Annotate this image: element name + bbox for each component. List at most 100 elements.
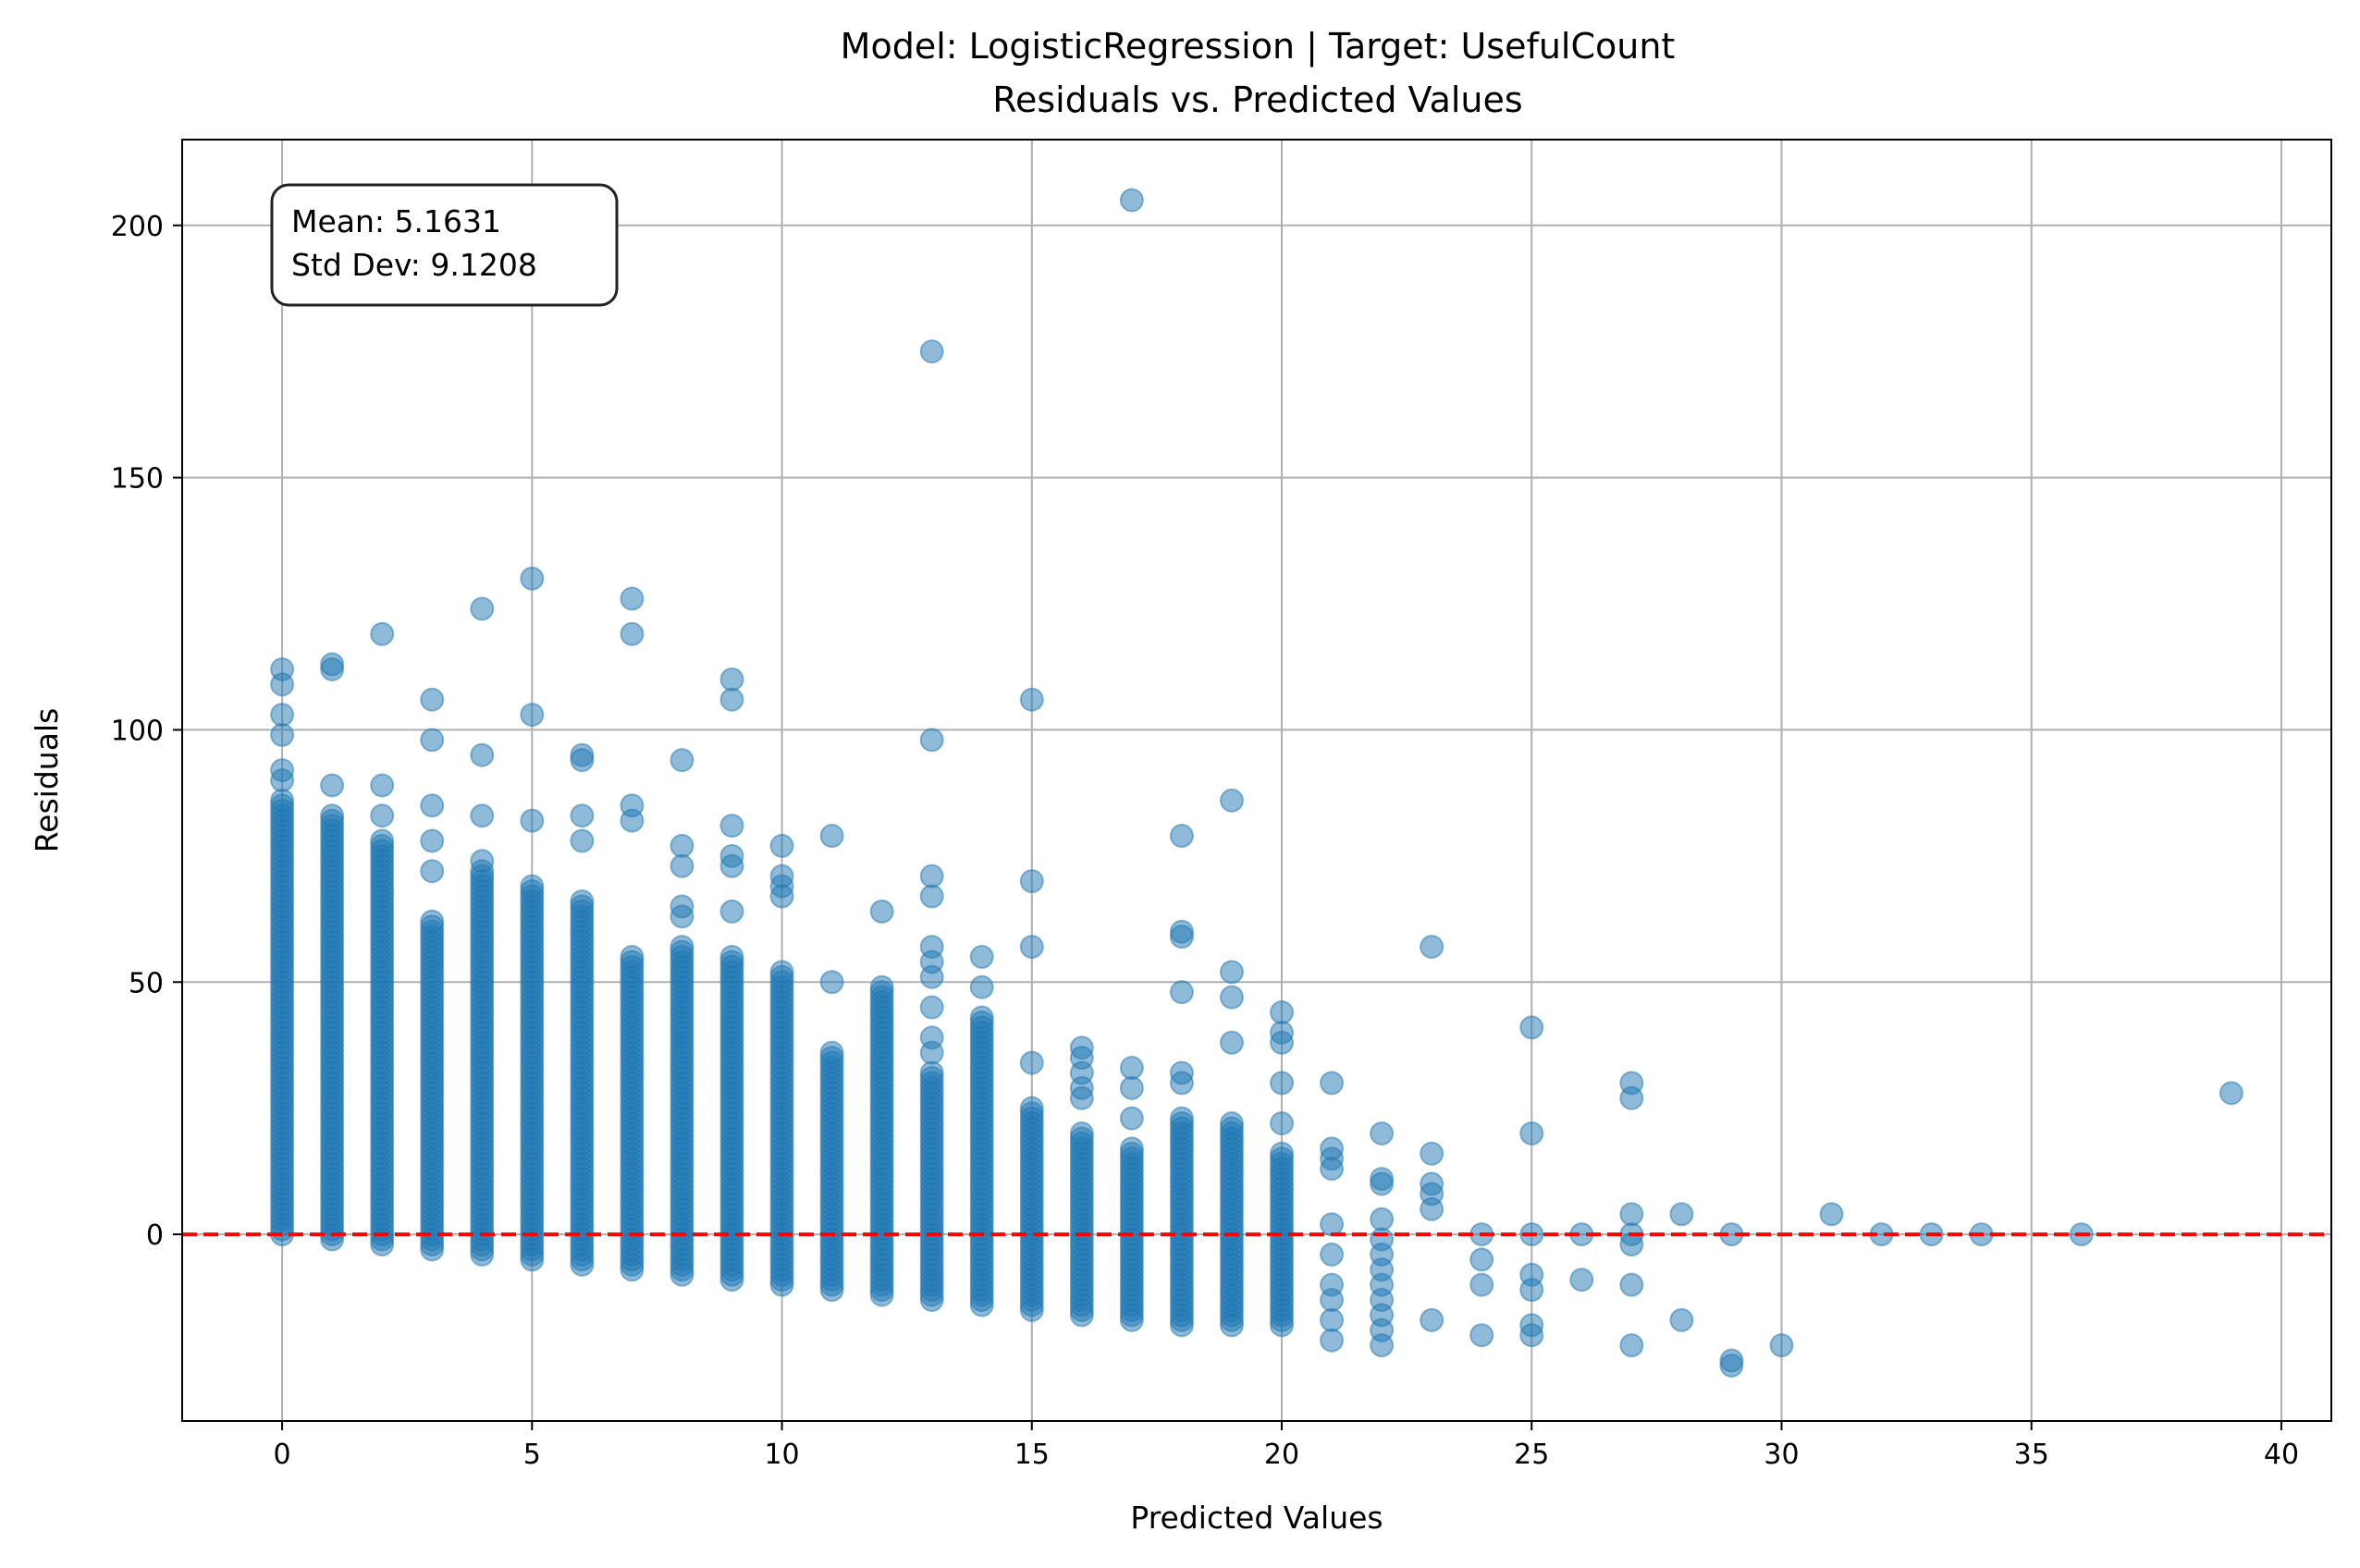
data-point — [620, 621, 645, 646]
chart-subtitle: Residuals vs. Predicted Values — [992, 80, 1522, 120]
data-point — [1169, 1106, 1194, 1131]
data-point — [1270, 1030, 1295, 1055]
data-point — [769, 960, 794, 985]
data-point — [769, 833, 794, 858]
data-point — [1270, 1141, 1295, 1166]
y-axis-label: Residuals — [29, 708, 65, 853]
data-point — [1169, 925, 1194, 949]
data-point — [1619, 1272, 1644, 1297]
chart-title: Model: LogisticRegression | Target: Usef… — [841, 26, 1676, 67]
data-point — [719, 814, 744, 839]
data-point — [520, 808, 545, 833]
data-point — [670, 853, 694, 878]
data-point — [1469, 1323, 1494, 1348]
data-point — [1270, 1071, 1295, 1096]
data-point — [1320, 1242, 1345, 1267]
data-point — [719, 944, 744, 969]
data-point — [1619, 1333, 1644, 1358]
data-point — [1019, 687, 1044, 712]
stats-box: Mean: 5.1631 Std Dev: 9.1208 — [270, 183, 619, 307]
data-point — [1270, 1111, 1295, 1136]
data-point — [570, 748, 595, 773]
x-tick-label: 15 — [1014, 1439, 1050, 1471]
y-tick-label: 150 — [111, 463, 164, 496]
data-point — [1669, 1202, 1694, 1227]
data-point — [470, 849, 495, 874]
data-point — [919, 884, 944, 909]
data-point — [1519, 1323, 1544, 1348]
data-point — [520, 566, 545, 591]
data-point — [420, 793, 445, 818]
data-point — [1519, 1121, 1544, 1145]
data-point — [869, 974, 894, 999]
data-point — [620, 944, 645, 969]
data-point — [1569, 1268, 1594, 1292]
data-point — [520, 874, 545, 899]
x-tick-label: 0 — [274, 1439, 291, 1471]
stats-mean: Mean: 5.1631 — [291, 203, 501, 239]
data-point — [869, 899, 894, 924]
data-point — [670, 833, 694, 858]
data-point — [1619, 1232, 1644, 1257]
data-point — [420, 909, 445, 934]
data-point — [1219, 985, 1244, 1010]
data-point — [470, 742, 495, 767]
x-tick-label: 35 — [2014, 1439, 2049, 1471]
data-point — [670, 904, 694, 929]
y-tick-label: 50 — [129, 967, 164, 999]
data-point — [320, 773, 345, 798]
data-point — [1619, 1202, 1644, 1227]
data-point — [1119, 188, 1144, 213]
data-point — [370, 803, 395, 828]
data-point — [370, 621, 395, 646]
data-point — [1370, 1171, 1395, 1196]
data-point — [919, 964, 944, 989]
data-point — [919, 864, 944, 888]
data-point — [919, 1040, 944, 1065]
data-point — [1119, 1056, 1144, 1081]
data-point — [1719, 1353, 1744, 1378]
data-point — [1469, 1247, 1494, 1272]
data-point — [1370, 1207, 1395, 1231]
data-point — [1019, 1050, 1044, 1075]
data-point — [1370, 1333, 1395, 1358]
data-point — [1320, 1071, 1345, 1096]
data-point — [620, 586, 645, 611]
data-point — [1320, 1212, 1345, 1237]
data-point — [1169, 980, 1194, 1005]
data-point — [1519, 1278, 1544, 1303]
data-point — [1320, 1307, 1345, 1332]
data-point — [1119, 1136, 1144, 1161]
x-tick-label: 40 — [2264, 1439, 2299, 1471]
x-tick-label: 30 — [1764, 1439, 1799, 1471]
data-point — [1119, 1075, 1144, 1100]
stats-box-frame — [270, 183, 619, 307]
data-point — [420, 828, 445, 853]
data-point — [370, 828, 395, 853]
x-axis-ticks: 0 5 10 15 20 25 30 35 40 — [274, 1421, 2299, 1471]
data-point — [370, 773, 395, 798]
data-point — [570, 828, 595, 853]
data-point — [819, 1040, 844, 1065]
data-point — [969, 1005, 994, 1030]
data-point — [620, 808, 645, 833]
data-point — [320, 656, 345, 681]
data-point — [570, 888, 595, 913]
x-axis-label: Predicted Values — [1130, 1500, 1383, 1536]
data-point — [1519, 1015, 1544, 1040]
data-point — [320, 803, 345, 828]
data-point — [919, 339, 944, 364]
data-point — [1420, 1141, 1444, 1166]
plot-area-frame — [181, 139, 2332, 1422]
y-tick-label: 200 — [111, 211, 164, 243]
data-point — [1169, 1071, 1194, 1096]
data-point — [819, 824, 844, 849]
data-point — [470, 596, 495, 621]
data-point — [1019, 935, 1044, 960]
data-point — [420, 728, 445, 753]
data-point — [270, 672, 295, 697]
data-point — [1169, 824, 1194, 849]
data-point — [1819, 1202, 1844, 1227]
data-point — [1219, 788, 1244, 813]
